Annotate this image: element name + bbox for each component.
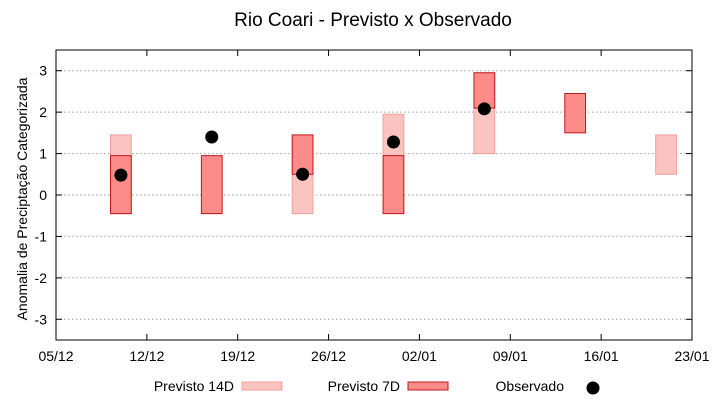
x-tick-label: 23/01 (674, 348, 709, 364)
bar-previsto-7d (110, 155, 132, 215)
x-tick-label: 02/01 (402, 348, 437, 364)
bar-previsto-14d (655, 134, 677, 175)
point-observado (386, 135, 400, 149)
bar-previsto-14d (382, 113, 405, 157)
legend-swatch (407, 381, 449, 391)
y-tick-label: 3 (39, 63, 47, 79)
y-tick-label: 0 (39, 187, 47, 203)
series-previsto-7d (110, 72, 587, 215)
x-tick-label: 19/12 (220, 348, 255, 364)
chart-title: Rio Coari - Previsto x Observado (234, 10, 512, 31)
x-tick-label: 12/12 (129, 348, 164, 364)
legend-label: Previsto 7D (328, 378, 400, 394)
point-observado (477, 102, 491, 116)
axis-ticks: -3 -2 -1 0 1 2 3 05/12 12/12 19/12 26/12 02/01 09/01… (35, 50, 710, 364)
bar-previsto-7d (382, 155, 405, 215)
legend-label: Previsto 14D (154, 378, 234, 394)
y-tick-label: 1 (39, 146, 47, 162)
legend-swatch (241, 381, 283, 391)
point-observado (205, 130, 219, 144)
y-axis-label: Anomalia de Preciptação Categorizada (14, 77, 30, 320)
x-tick-label: 09/01 (493, 348, 528, 364)
y-tick-label: -1 (35, 228, 48, 244)
legend-label: Observado (496, 378, 565, 394)
y-tick-label: -2 (35, 270, 48, 286)
x-tick-label: 16/01 (584, 348, 619, 364)
point-observado (296, 167, 310, 181)
legend-marker (586, 381, 600, 395)
x-tick-label: 05/12 (38, 348, 73, 364)
y-tick-label: -3 (35, 311, 48, 327)
point-observado (114, 168, 128, 182)
legend: Previsto 14D Previsto 7D Observado (154, 378, 600, 395)
series-observado (114, 102, 491, 182)
x-tick-label: 26/12 (311, 348, 346, 364)
gridlines (56, 70, 692, 320)
bar-previsto-7d (564, 93, 587, 134)
bar-previsto-7d (200, 155, 223, 215)
y-tick-label: 2 (39, 104, 47, 120)
